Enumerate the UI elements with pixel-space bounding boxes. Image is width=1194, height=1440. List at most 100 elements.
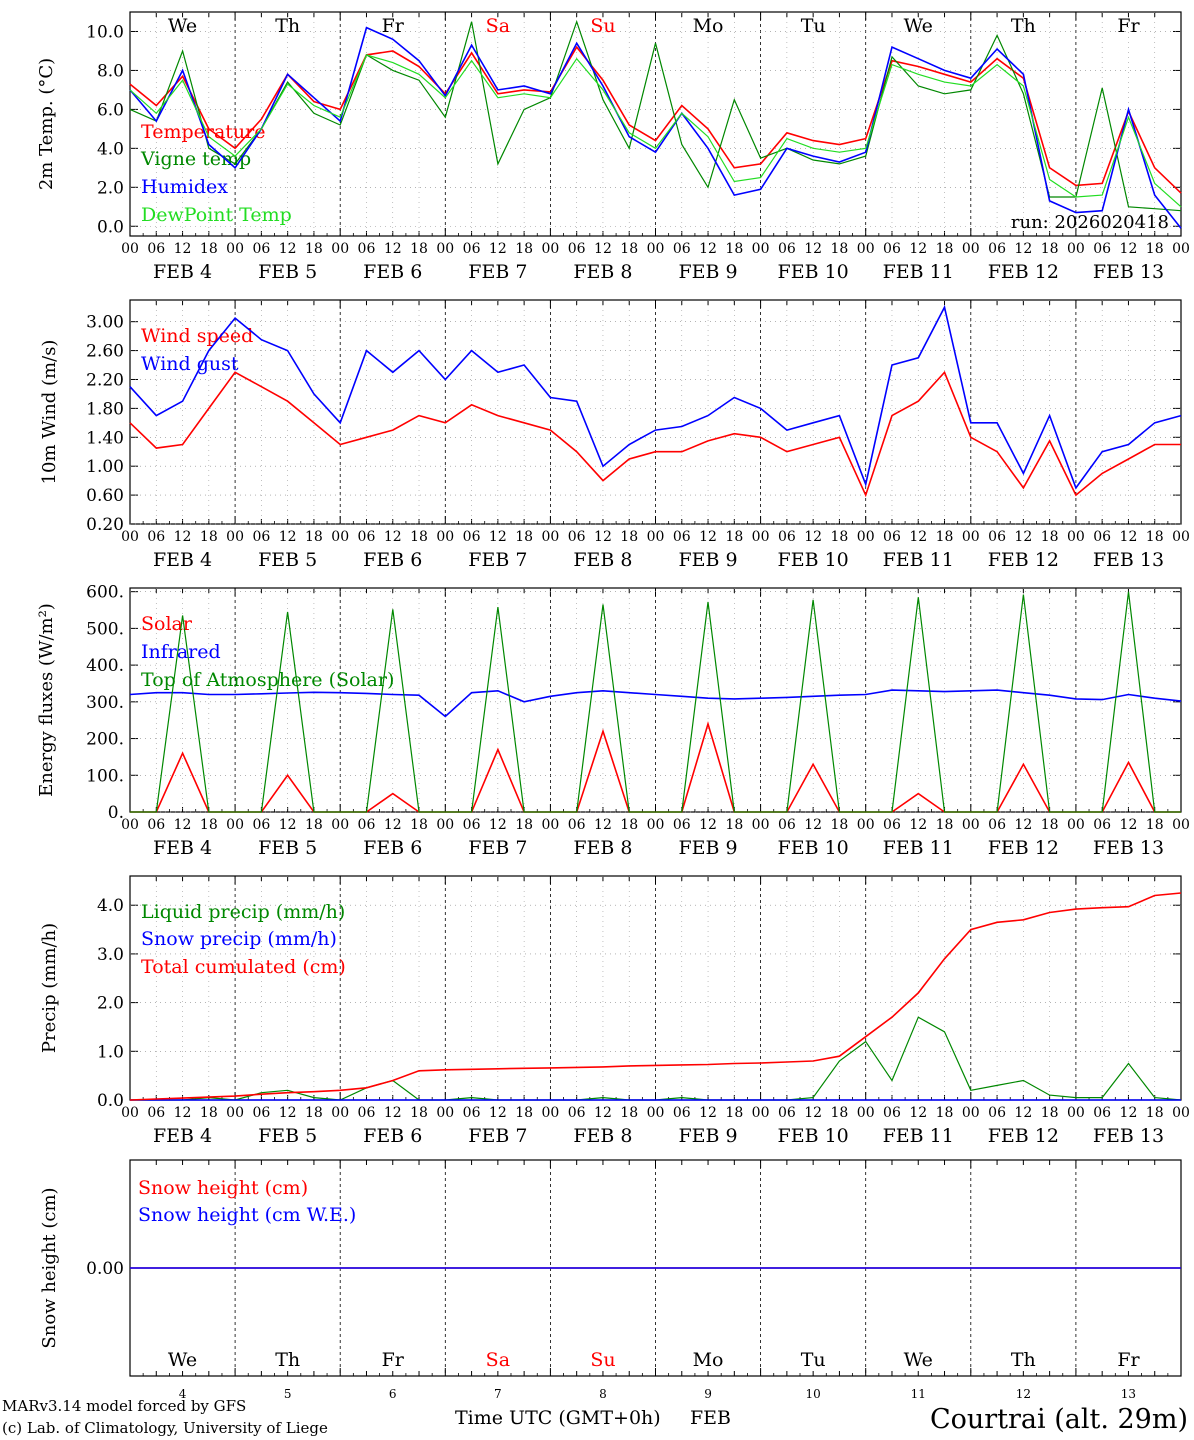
- y-tick-label: 1.0: [97, 1042, 124, 1062]
- hour-tick-label: 00: [857, 529, 875, 545]
- date-label: FEB 11: [883, 549, 954, 571]
- hour-tick-label: 18: [725, 241, 743, 257]
- y-tick-label: 100.: [86, 766, 124, 786]
- hour-tick-label: 12: [384, 241, 402, 257]
- hour-tick-label: 18: [936, 817, 954, 833]
- y-tick-label: 1.80: [86, 399, 124, 419]
- hour-tick-label: 06: [778, 817, 796, 833]
- hour-tick-label: 18: [936, 529, 954, 545]
- hour-tick-label: 00: [436, 241, 454, 257]
- hour-tick-label: 06: [988, 529, 1006, 545]
- hour-tick-label: 18: [1041, 241, 1059, 257]
- panel-4: 0.0 1.0 2.0 3.0 4.0 Precip (mm/h) Liquid preci…: [39, 875, 1190, 1147]
- hour-tick-label: 12: [174, 817, 192, 833]
- weekday-label: Sa: [486, 15, 510, 37]
- hour-tick-label: 06: [358, 529, 376, 545]
- hour-tick-label: 00: [541, 529, 559, 545]
- hour-tick-label: 00: [1172, 241, 1190, 257]
- hour-tick-label: 12: [174, 529, 192, 545]
- day-number-label: 7: [494, 1387, 502, 1401]
- hour-tick-label: 12: [594, 241, 612, 257]
- series-line-infrared: [129, 689, 1182, 718]
- y-tick-label: 10.0: [86, 22, 124, 42]
- y-tick-label: 4.0: [97, 139, 124, 159]
- y-axis-title: 10m Wind (m/s): [39, 340, 60, 485]
- hour-tick-label: 18: [305, 1105, 323, 1121]
- model-credit: MARv3.14 model forced by GFS: [2, 1397, 246, 1415]
- weekday-label: Fr: [1117, 15, 1140, 37]
- hour-tick-label: 00: [226, 1105, 244, 1121]
- weekday-label: We: [904, 1349, 933, 1371]
- hour-tick-label: 18: [515, 1105, 533, 1121]
- hour-tick-label: 00: [541, 817, 559, 833]
- hour-tick-label: 06: [252, 1105, 270, 1121]
- hour-tick-label: 00: [436, 817, 454, 833]
- hour-tick-label: 18: [515, 241, 533, 257]
- legend-entry: Snow precip (mm/h): [141, 928, 337, 950]
- hour-tick-label: 06: [147, 529, 165, 545]
- hour-tick-label: 00: [121, 817, 139, 833]
- hour-tick-label: 06: [988, 1105, 1006, 1121]
- hour-tick-label: 12: [699, 1105, 717, 1121]
- hour-tick-label: 18: [1041, 1105, 1059, 1121]
- hour-tick-label: 06: [883, 529, 901, 545]
- weekday-label: We: [904, 15, 933, 37]
- date-label: FEB 6: [363, 261, 422, 283]
- hour-tick-label: 18: [1146, 817, 1164, 833]
- hour-tick-label: 12: [384, 817, 402, 833]
- date-label: FEB 10: [778, 1125, 849, 1147]
- hour-tick-label: 00: [647, 241, 665, 257]
- day-number-label: 8: [599, 1387, 607, 1401]
- hour-tick-label: 12: [909, 529, 927, 545]
- hour-tick-label: 00: [1172, 1105, 1190, 1121]
- y-axis-title: Snow height (cm): [39, 1187, 60, 1348]
- date-label: FEB 5: [258, 549, 317, 571]
- y-tick-label: 600.: [86, 583, 124, 603]
- hour-tick-label: 18: [936, 1105, 954, 1121]
- hour-tick-label: 18: [410, 529, 428, 545]
- hour-tick-label: 00: [857, 1105, 875, 1121]
- hour-tick-label: 00: [331, 529, 349, 545]
- hour-tick-label: 00: [331, 241, 349, 257]
- hour-tick-label: 18: [725, 817, 743, 833]
- y-axis-title: Precip (mm/h): [39, 923, 60, 1053]
- weekday-label: Th: [1011, 1349, 1036, 1371]
- series-line-vigne-temp: [129, 19, 1182, 212]
- y-tick-label: 3.00: [86, 313, 124, 333]
- hour-tick-label: 18: [200, 1105, 218, 1121]
- y-tick-label: 6.0: [97, 100, 124, 120]
- hour-tick-label: 06: [568, 1105, 586, 1121]
- legend-entry: Vigne temp: [140, 148, 251, 170]
- hour-tick-label: 12: [804, 529, 822, 545]
- legend-entry: Wind gust: [141, 353, 239, 375]
- legend-entry: Humidex: [141, 176, 228, 198]
- hour-tick-label: 12: [279, 1105, 297, 1121]
- y-tick-label: 3.0: [97, 945, 124, 965]
- y-tick-label: 2.60: [86, 342, 124, 362]
- weekday-label: We: [168, 15, 197, 37]
- hour-tick-label: 12: [594, 1105, 612, 1121]
- y-tick-label: 300.: [86, 693, 124, 713]
- hour-tick-label: 06: [1093, 1105, 1111, 1121]
- hour-tick-label: 06: [463, 529, 481, 545]
- hour-tick-label: 12: [804, 241, 822, 257]
- date-label: FEB 6: [363, 837, 422, 859]
- hour-tick-label: 12: [489, 1105, 507, 1121]
- hour-tick-label: 12: [1120, 817, 1138, 833]
- date-label: FEB 4: [153, 1125, 212, 1147]
- panel-1: 0.0 2.0 4.0 6.0 8.0 10.0 2m Temp. (°C) Temperat…: [36, 11, 1190, 283]
- date-label: FEB 11: [883, 261, 954, 283]
- y-tick-label: 0.0: [97, 1091, 124, 1111]
- hour-tick-label: 00: [857, 817, 875, 833]
- hour-tick-label: 18: [725, 1105, 743, 1121]
- hour-tick-label: 06: [1093, 241, 1111, 257]
- hour-tick-label: 00: [752, 241, 770, 257]
- hour-tick-label: 12: [1120, 241, 1138, 257]
- date-label: FEB 11: [883, 837, 954, 859]
- hour-tick-label: 06: [1093, 529, 1111, 545]
- series-line-total-cumulated-cm-: [129, 892, 1182, 1101]
- hour-tick-label: 00: [647, 1105, 665, 1121]
- hour-tick-label: 18: [620, 241, 638, 257]
- hour-tick-label: 18: [410, 817, 428, 833]
